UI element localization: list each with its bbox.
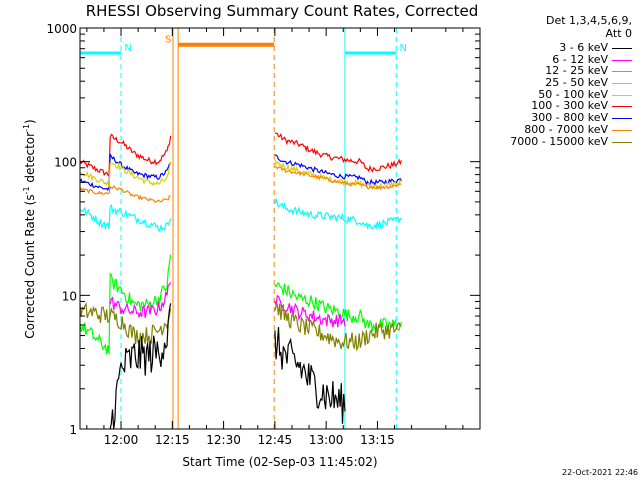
x-tick-label: 12:00 [104,433,139,447]
plot-frame [79,27,481,430]
series-line [274,303,402,352]
legend-entry: 800 - 7000 keV [478,124,638,136]
series-line [79,301,172,347]
series-line [274,282,402,332]
legend-entry: 3 - 6 keV [478,42,638,54]
legend-entry-label: 100 - 300 keV [531,99,608,113]
legend: Det 1,3,4,5,6,9, Att 0 3 - 6 keV 6 - 12 k… [478,14,638,147]
y-tick-label: 10 [62,289,77,303]
series-line [274,166,402,191]
series-line [79,185,171,203]
legend-entry-label: 800 - 7000 keV [524,122,608,136]
y-axis-label-main: Corrected Count Rate (s [23,194,37,338]
series-line [79,153,171,192]
series-line [79,133,172,178]
legend-swatch [612,94,632,96]
y-axis-label-end: ) [23,119,37,124]
plot-area: N NS [80,28,407,429]
legend-entry-label: 12 - 25 keV [545,64,608,78]
legend-entry: 300 - 800 keV [478,112,638,124]
x-tick-label: 12:30 [206,433,241,447]
legend-entry-label: 6 - 12 keV [552,52,608,66]
legend-entry-label: 7000 - 15000 keV [510,134,608,148]
legend-entry: 7000 - 15000 keV [478,134,638,148]
legend-header-attenuator: Att 0 [605,27,632,40]
legend-swatch [612,141,632,143]
legend-entry: 50 - 100 keV [478,89,638,101]
y-tick-label: 1000 [46,22,77,36]
series-line [109,303,172,430]
legend-swatch [612,83,632,85]
series-line [79,254,172,355]
legend-entry: 25 - 50 keV [478,77,638,89]
series-line [274,197,402,231]
legend-entry-label: 300 - 800 keV [531,111,608,125]
series-line [79,161,172,187]
series-line [79,204,172,233]
legend-entry: 100 - 300 keV [478,100,638,112]
legend-entries: 3 - 6 keV 6 - 12 keV 12 - 25 keV 25 - 50 ke… [478,42,638,147]
annotation-label: N [124,43,131,54]
y-axis-label-sup2: -1 [22,124,31,132]
legend-swatch [612,106,632,108]
legend-entry-label: 50 - 100 keV [538,87,608,101]
chart-title: RHESSI Observing Summary Count Rates, Co… [86,2,479,20]
legend-swatch [612,129,632,131]
legend-entry-label: 25 - 50 keV [545,76,608,90]
y-axis-label: Corrected Count Rate (s-1 detector-1) [22,119,37,338]
legend-entry: 12 - 25 keV [478,65,638,77]
legend-swatch [612,118,632,120]
annotation-label: N [399,43,406,54]
x-axis: 12:00 12:15 12:30 12:45 13:00 13:15 [86,28,464,447]
legend-header-detectors: Det 1,3,4,5,6,9, [545,14,632,27]
y-axis-label-sup1: -1 [22,186,31,194]
x-tick-label: 13:00 [309,433,344,447]
legend-swatch [612,48,632,49]
y-axis: 1 10 100 1000 [46,22,480,437]
series-line [274,154,402,186]
series-line [109,282,172,319]
series-line [274,294,346,328]
series-line [274,327,346,424]
x-tick-label: 12:45 [258,433,293,447]
legend-swatch [612,59,632,61]
y-tick-label: 1 [69,423,77,437]
legend-swatch [612,71,632,73]
legend-entry-label: 3 - 6 keV [559,41,608,54]
footer-date: 22-Oct-2021 22:46 [562,468,638,477]
y-axis-label-mid: detector [23,132,37,187]
y-tick-label: 100 [54,156,77,170]
x-tick-label: 13:15 [360,433,395,447]
x-axis-label: Start Time (02-Sep-03 11:45:02) [182,455,377,469]
series-line [274,132,402,173]
data-series [79,132,402,430]
legend-entry: 6 - 12 keV [478,52,638,66]
annotation-label: S [165,35,171,46]
x-tick-label: 12:15 [155,433,190,447]
